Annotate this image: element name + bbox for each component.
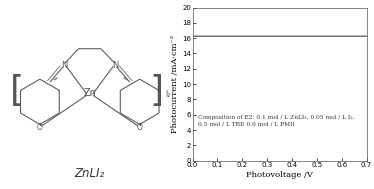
Text: =: =	[51, 75, 59, 83]
Text: O: O	[37, 123, 43, 132]
Text: =: =	[120, 75, 128, 83]
Text: N: N	[61, 61, 67, 70]
Text: Composition of E2: 0.1 mol / L ZnLI₂, 0.05 mol / L I₂,
0.5 mol / L TBP, 0.6 mol : Composition of E2: 0.1 mol / L ZnLI₂, 0.…	[198, 115, 354, 127]
Text: N: N	[112, 61, 119, 70]
Text: Zn: Zn	[83, 88, 96, 98]
Text: I₂: I₂	[165, 90, 171, 99]
Text: ZnLI₂: ZnLI₂	[75, 167, 105, 180]
X-axis label: Photovoltage /V: Photovoltage /V	[246, 171, 313, 179]
Text: [: [	[10, 74, 24, 108]
Text: O: O	[137, 123, 142, 132]
Text: ]: ]	[150, 74, 164, 108]
Y-axis label: Photocurrent /mA·cm⁻²: Photocurrent /mA·cm⁻²	[171, 35, 180, 133]
